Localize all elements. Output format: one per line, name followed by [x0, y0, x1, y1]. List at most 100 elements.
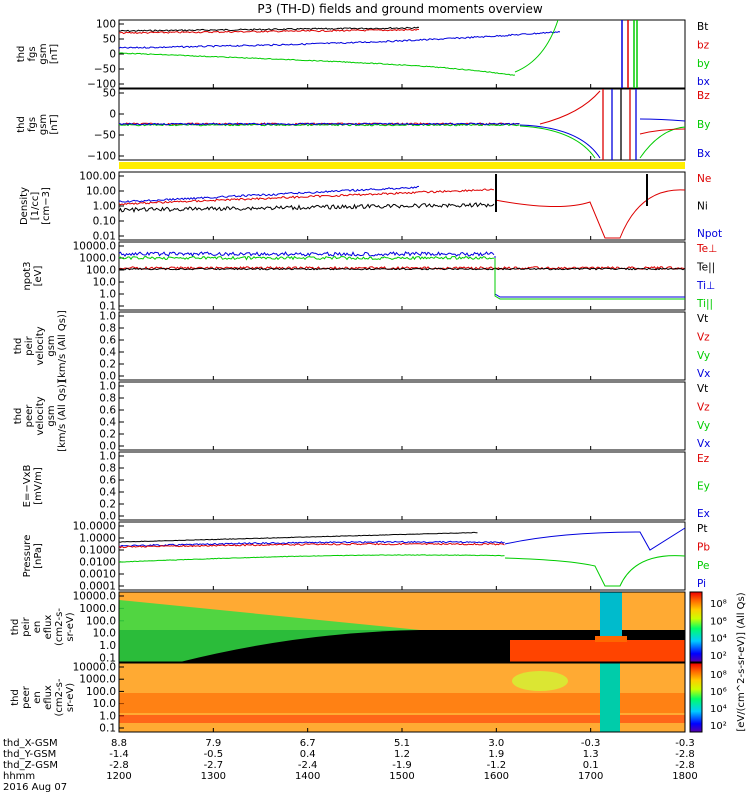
x-tick-label: -2.8	[675, 749, 695, 760]
ylabel-line: [km/s (All Qs)]	[57, 380, 68, 452]
colorbar	[689, 591, 703, 663]
panel-ylabel: npot3 [eV]	[22, 261, 44, 290]
x-axis-row-label: thd_Y-GSM	[3, 749, 56, 760]
ylabel-line: [cm−3]	[41, 187, 52, 225]
y-tick-label: 0.4	[99, 347, 116, 359]
ylabel-line: thd	[10, 619, 21, 636]
y-tick-label: 0.10	[93, 216, 116, 228]
x-tick-label: 1400	[295, 771, 320, 782]
panel-9: thd peir en eflux (cm2-s-sr-eV) 10000.01000.0…	[10, 591, 686, 665]
ylabel-line: peir	[21, 616, 32, 636]
x-tick-label: -0.5	[204, 749, 224, 760]
panel-ylabel: thd peer velocity gsm [km/s (All Qs)]	[13, 380, 68, 452]
panel-10: thd peer en eflux (cm2-s-sr-eV) 10000.01000.0…	[10, 662, 686, 735]
by-trace	[118, 52, 516, 76]
ne-trace	[118, 188, 495, 206]
y-tick-label: 10.0000	[73, 521, 116, 533]
ylabel-line: (cm2-s-	[54, 678, 65, 716]
y-tick-label: 0.2	[99, 499, 116, 511]
x-tick-label: 1200	[106, 771, 131, 782]
x-tick-label: -1.9	[392, 760, 412, 771]
y-tick-label: 10.0	[93, 628, 116, 640]
ne-late-trace	[494, 189, 686, 239]
ylabel-line: [mV/m]	[33, 467, 44, 505]
y-tick-label: 0.4	[99, 417, 116, 429]
ylabel-line: gsm	[38, 114, 49, 135]
colorbar-tick-label: 10⁸	[710, 599, 727, 610]
ylabel-line: gsm	[46, 405, 57, 426]
legend-entry: Ex	[697, 508, 710, 520]
panel-3: Density [1/cc] [cm−3] 100.00 10.00 1.00 0.10 0.…	[19, 171, 722, 243]
legend-entry: Vz	[697, 331, 710, 343]
ylabel-line: thd	[10, 689, 21, 706]
y-tick-label: 1000.0	[79, 603, 116, 615]
y-tick-label: 0.6	[99, 475, 116, 487]
y-tick-label: 100.0	[86, 686, 116, 698]
colorbar-tick-label: 10⁶	[710, 687, 727, 698]
ylabel-line: [nPa]	[33, 543, 44, 569]
ti-perp-trace	[118, 251, 495, 257]
ylabel-line: [nT]	[49, 114, 60, 134]
y-tick-label: 0.0	[99, 511, 116, 523]
y-tick-label: 1.0	[99, 640, 116, 652]
x-tick-label: -2.7	[204, 760, 224, 771]
panel-frame	[118, 241, 686, 311]
panel-8: Pressure [nPa]10.00001.00000.10000.01000.…	[22, 521, 710, 593]
legend-entry: Pt	[697, 523, 707, 535]
x-tick-label: 3.0	[488, 738, 504, 749]
npot-trace	[118, 185, 420, 203]
panel-frame	[118, 662, 686, 733]
bx-drop	[519, 124, 601, 159]
ylabel-line: thd	[16, 46, 27, 63]
ylabel-line: sr-eV)	[65, 683, 76, 712]
y-tick-label: 10.00	[86, 186, 116, 198]
legend-entry: bx	[697, 76, 710, 88]
y-tick-label: 0.8	[99, 323, 116, 335]
y-tick-label: 1.0	[99, 710, 116, 722]
x-tick-label: 1.3	[583, 749, 599, 760]
y-tick-label: 1000.0	[79, 253, 116, 265]
legend-entry: Vx	[697, 438, 710, 450]
colorbar	[689, 662, 703, 733]
y-tick-label: 1.0000	[79, 533, 116, 545]
y-tick-label: 1.0	[99, 381, 116, 393]
x-axis-row-label: thd_Z-GSM	[3, 760, 58, 771]
x-axis-row-label: thd_X-GSM	[3, 738, 58, 749]
spec-hot-band	[510, 640, 685, 662]
by-spike	[514, 19, 559, 73]
x-tick-label: 1.2	[394, 749, 410, 760]
spec-band	[119, 693, 685, 713]
ylabel-line: (cm2-s-	[54, 608, 65, 646]
y-tick-label: 0.0001	[79, 581, 116, 593]
y-tick-label: 1.0	[99, 451, 116, 463]
bt-trace	[118, 26, 420, 33]
y-tick-label: −50	[94, 64, 116, 76]
y-tick-label: 0.1000	[79, 545, 116, 557]
spec-green-region	[119, 600, 420, 662]
bz-recovery	[639, 128, 686, 135]
y-tick-label: 10.0	[93, 277, 116, 289]
ni-trace	[118, 202, 495, 214]
y-tick-label: 0.6	[99, 335, 116, 347]
quality-flag-bar	[119, 162, 685, 169]
x-tick-label: 8.8	[111, 738, 127, 749]
y-tick-label: 50	[103, 34, 116, 46]
ti-drop	[494, 256, 685, 298]
ylabel-line: velocity	[35, 326, 46, 365]
y-tick-label: 0.8	[99, 393, 116, 405]
y-tick-label: 0.6	[99, 405, 116, 417]
colorbar-tick-label: 10²	[710, 651, 727, 662]
panel-frame	[118, 171, 686, 241]
colorbar-group: 10⁸ 10⁶ 10⁴ 10² 10⁸ 10⁶ 10⁴ 10² [eV/(cm^2-s-sr-e…	[689, 591, 747, 733]
y-tick-label: 0.8	[99, 463, 116, 475]
ylabel-line: peer	[24, 404, 35, 428]
y-tick-label: 0.0010	[79, 569, 116, 581]
y-tick-label: 50	[103, 88, 116, 100]
ylabel-line: en	[32, 691, 43, 704]
panel-ylabel: Pressure [nPa]	[22, 535, 44, 578]
panel-ylabel: thd fgs gsm [nT]	[16, 114, 60, 135]
colorbar-tick-label: 10⁸	[710, 670, 727, 681]
legend-entry: Te⊥	[696, 243, 717, 255]
ylabel-line: Pressure	[22, 535, 33, 578]
